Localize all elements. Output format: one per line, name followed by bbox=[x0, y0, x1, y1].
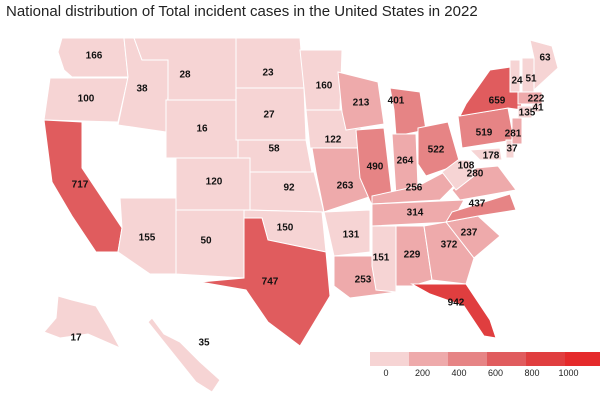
value-label-nc: 437 bbox=[469, 199, 486, 210]
value-label-id: 38 bbox=[136, 84, 148, 95]
value-label-wv: 108 bbox=[458, 161, 475, 172]
legend-swatch bbox=[487, 352, 526, 366]
value-label-ga: 372 bbox=[441, 240, 458, 251]
state-tx bbox=[199, 217, 331, 347]
value-label-pa: 519 bbox=[476, 128, 493, 139]
value-label-nj: 281 bbox=[505, 129, 522, 140]
legend-tick-label: 200 bbox=[415, 368, 430, 378]
value-label-ms: 151 bbox=[373, 253, 390, 264]
state-ak bbox=[43, 295, 122, 350]
value-label-ia: 122 bbox=[325, 135, 342, 146]
value-label-or: 100 bbox=[78, 94, 95, 105]
value-label-nm: 50 bbox=[200, 236, 212, 247]
value-label-az: 155 bbox=[139, 233, 156, 244]
value-label-va: 280 bbox=[467, 169, 484, 180]
state-wv bbox=[441, 159, 475, 191]
state-nd bbox=[235, 37, 305, 89]
value-label-de: 37 bbox=[506, 144, 518, 155]
value-label-il: 490 bbox=[367, 162, 384, 173]
state-hi bbox=[147, 317, 221, 393]
legend-swatch bbox=[526, 352, 565, 366]
value-label-co: 120 bbox=[206, 177, 223, 188]
states-layer bbox=[43, 37, 559, 393]
state-vt bbox=[509, 59, 521, 93]
state-wi bbox=[337, 71, 385, 131]
legend-tick-label: 400 bbox=[451, 368, 466, 378]
value-label-sc: 237 bbox=[461, 228, 478, 239]
state-ga bbox=[423, 221, 475, 285]
value-label-wy: 16 bbox=[196, 124, 208, 135]
value-label-mi: 401 bbox=[388, 96, 405, 107]
value-label-mo: 263 bbox=[337, 181, 354, 192]
value-label-ct: 135 bbox=[519, 108, 536, 119]
value-label-nd: 23 bbox=[262, 68, 274, 79]
value-label-mt: 28 bbox=[179, 70, 191, 81]
value-label-ny: 659 bbox=[489, 96, 506, 107]
state-nc bbox=[444, 193, 517, 223]
value-label-ok: 150 bbox=[277, 223, 294, 234]
value-label-nh: 51 bbox=[525, 74, 537, 85]
value-label-hi: 35 bbox=[198, 338, 210, 349]
state-me bbox=[529, 39, 559, 92]
value-label-ky: 256 bbox=[406, 183, 423, 194]
value-label-la: 253 bbox=[355, 275, 372, 286]
value-label-mn: 160 bbox=[316, 81, 333, 92]
value-label-wa: 166 bbox=[86, 51, 103, 62]
state-ms bbox=[371, 225, 397, 293]
value-label-oh: 522 bbox=[428, 145, 445, 156]
state-nh bbox=[521, 57, 535, 93]
value-label-fl: 942 bbox=[448, 298, 465, 309]
legend-swatch bbox=[565, 352, 600, 366]
state-oh bbox=[417, 121, 461, 177]
color-legend: 0 200 400 600 800 1000 bbox=[370, 352, 600, 378]
legend-swatch bbox=[370, 352, 409, 366]
state-fl bbox=[410, 283, 497, 339]
value-label-ne: 58 bbox=[268, 144, 280, 155]
value-label-wi: 213 bbox=[353, 98, 370, 109]
value-label-md: 178 bbox=[483, 151, 500, 162]
value-label-sd: 27 bbox=[263, 110, 275, 121]
legend-swatch bbox=[409, 352, 448, 366]
value-label-ks: 92 bbox=[283, 183, 295, 194]
value-label-ar: 131 bbox=[343, 230, 360, 241]
state-az bbox=[117, 197, 177, 275]
value-labels-layer: 166 100 717 38 28 16 23 27 58 120 92 155 50 150 747 160… bbox=[70, 51, 551, 349]
legend-tick-label: 1000 bbox=[558, 368, 578, 378]
state-ct bbox=[517, 105, 533, 119]
state-md bbox=[468, 147, 503, 161]
state-ar bbox=[323, 209, 371, 257]
legend-swatch bbox=[448, 352, 487, 366]
value-label-in: 264 bbox=[397, 156, 414, 167]
state-mi bbox=[389, 87, 427, 137]
value-label-ri: 41 bbox=[532, 103, 544, 114]
state-mo bbox=[311, 147, 373, 213]
value-label-vt: 24 bbox=[511, 76, 523, 87]
value-label-al: 229 bbox=[404, 250, 421, 261]
value-label-tn: 314 bbox=[407, 208, 424, 219]
value-label-tx: 747 bbox=[262, 277, 279, 288]
value-label-me: 63 bbox=[539, 53, 551, 64]
map-title: National distribution of Total incident … bbox=[6, 3, 478, 20]
value-label-ak: 17 bbox=[70, 333, 82, 344]
legend-tick-label: 800 bbox=[524, 368, 539, 378]
state-or bbox=[43, 77, 129, 123]
value-label-ca: 717 bbox=[72, 180, 89, 191]
state-al bbox=[395, 225, 433, 287]
value-label-ma: 222 bbox=[528, 94, 545, 105]
legend-tick-label: 600 bbox=[488, 368, 503, 378]
legend-tick-label: 0 bbox=[383, 368, 388, 378]
